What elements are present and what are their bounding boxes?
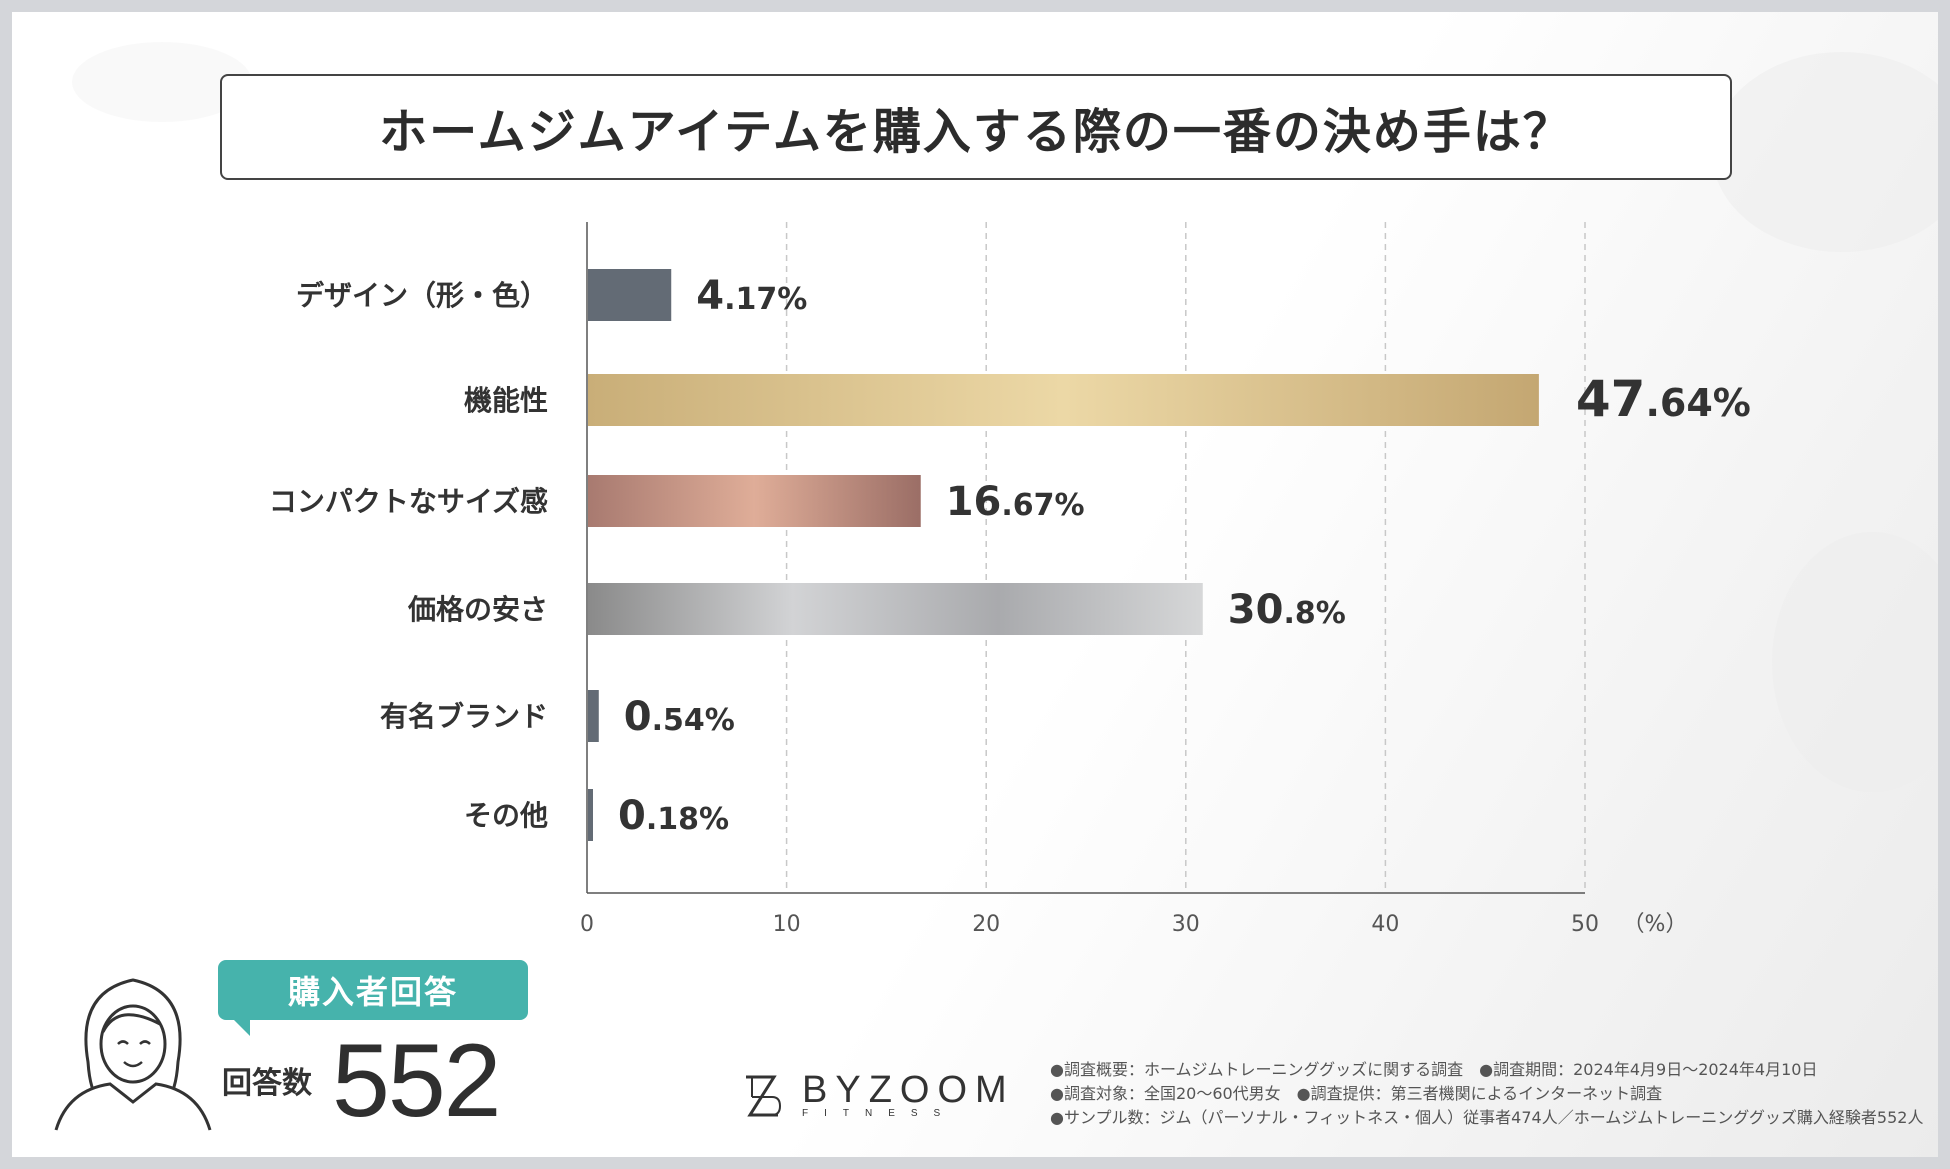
value-label: 47.64%: [1576, 370, 1751, 428]
bar: [588, 690, 599, 742]
logo-mark-icon: [746, 1075, 782, 1116]
category-label: 機能性: [464, 384, 548, 417]
value-label: 0.18%: [618, 793, 729, 839]
category-label: コンパクトなサイズ感: [269, 485, 548, 518]
background-decoration: [1712, 52, 1938, 252]
x-tick-label: 50: [1571, 912, 1599, 937]
x-axis-unit: （%）: [1623, 912, 1688, 937]
value-label: 0.54%: [624, 694, 735, 740]
category-label: 価格の安さ: [407, 593, 548, 626]
survey-note: ●調査概要：ホームジムトレーニンググッズに関する調査 ●調査期間：2024年4月…: [1050, 1060, 1818, 1079]
badge-tail: [232, 1018, 250, 1036]
bar: [588, 475, 921, 527]
category-label: 有名ブランド: [380, 700, 548, 733]
x-tick-label: 0: [580, 912, 594, 937]
logo-sub: FITNESS: [802, 1108, 957, 1119]
logo-name: BYZOOM: [802, 1069, 1015, 1111]
grid-layer: [586, 222, 1586, 894]
category-label: デザイン（形・色）: [296, 279, 548, 312]
x-tick-label: 30: [1172, 912, 1200, 937]
survey-note: ●サンプル数：ジム（パーソナル・フィットネス・個人）従事者474人／ホームジムト…: [1050, 1108, 1924, 1127]
person-icon: [54, 978, 212, 1131]
brand-logo: BYZOOM FITNESS: [742, 1069, 1015, 1119]
chart-title: ホームジムアイテムを購入する際の一番の決め手は？: [220, 74, 1732, 180]
survey-note: ●調査対象：全国20～60代男女 ●調査提供：第三者機関によるインターネット調査: [1050, 1084, 1663, 1103]
category-label: その他: [464, 799, 548, 832]
value-label: 30.8%: [1228, 587, 1346, 633]
x-tick-label: 40: [1371, 912, 1399, 937]
respondent-count-value: 552: [332, 1023, 502, 1139]
background-decoration: [1772, 532, 1938, 792]
bar-layer: [588, 269, 1539, 841]
x-tick-label: 20: [972, 912, 1000, 937]
bar: [588, 789, 593, 841]
survey-notes: ●調査概要：ホームジムトレーニンググッズに関する調査 ●調査期間：2024年4月…: [1050, 1058, 1923, 1130]
bar: [588, 269, 672, 321]
respondent-badge: 購入者回答: [218, 960, 528, 1020]
value-label: 16.67%: [946, 479, 1085, 525]
bar: [588, 583, 1203, 635]
value-label: 4.17%: [696, 273, 807, 319]
respondent-count-label: 回答数: [222, 1066, 312, 1101]
x-tick-label: 10: [773, 912, 801, 937]
label-layer: 0 10 20 30 40 50 （%） デザイン（形・色） 4.17% 機能性 47.64% コンパ…: [269, 273, 1751, 937]
bar: [588, 374, 1539, 426]
